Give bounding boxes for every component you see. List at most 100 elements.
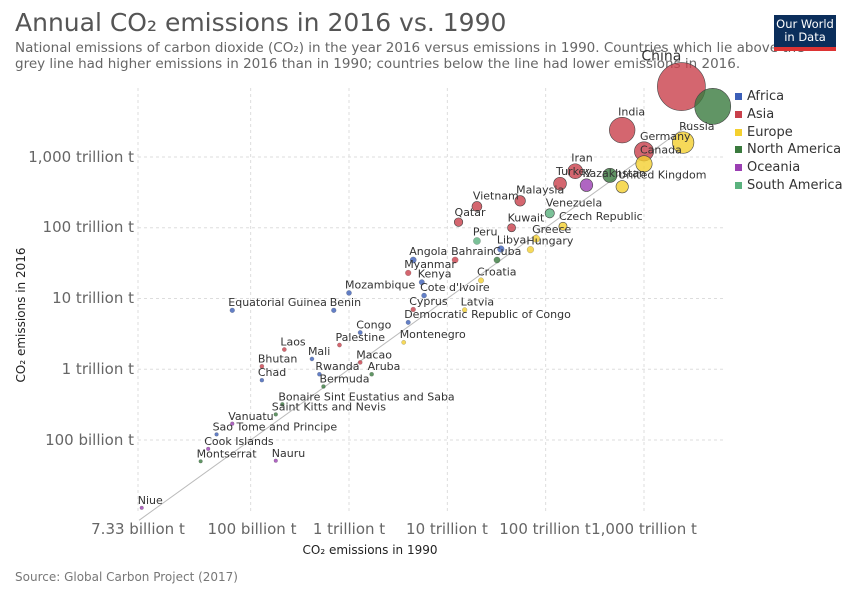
point-kenya[interactable]: [418, 279, 425, 286]
y-axis-ticks: 100 billion t 1 trillion t 10 trillion t 10…: [28, 148, 134, 449]
point-angola[interactable]: [410, 256, 417, 264]
point-sao-tome-and-principe[interactable]: [214, 432, 219, 437]
point-myanmar[interactable]: [405, 269, 412, 276]
point-bermuda[interactable]: [321, 384, 326, 389]
point-label: Cuba: [493, 245, 521, 258]
y-tick-label: 1 trillion t: [62, 360, 134, 378]
legend-swatch: [735, 93, 742, 101]
point-cote-d-ivoire[interactable]: [421, 292, 427, 299]
point-chad[interactable]: [259, 378, 264, 383]
point-label: Bhutan: [258, 352, 298, 365]
point-montserrat[interactable]: [198, 459, 203, 464]
point-label: Equatorial Guinea: [228, 296, 327, 309]
point-croatia[interactable]: [478, 277, 484, 284]
point-qatar[interactable]: [453, 217, 464, 227]
point-unlabeled[interactable]: [694, 88, 732, 125]
point-greece[interactable]: [532, 234, 540, 243]
point-bhutan[interactable]: [259, 364, 265, 369]
point-bonaire-sint-eustatius-and-saba[interactable]: [280, 402, 285, 407]
point-congo[interactable]: [357, 330, 363, 335]
point-vanuatu[interactable]: [230, 421, 235, 426]
logo-line-2: in Data: [784, 30, 826, 44]
point-label: Palestine: [335, 331, 385, 344]
legend-item-asia[interactable]: Asia: [735, 106, 843, 124]
source-note: Source: Global Carbon Project (2017): [15, 570, 238, 584]
point-cyprus[interactable]: [410, 306, 416, 312]
point-label: Aruba: [368, 360, 401, 373]
point-libya[interactable]: [497, 245, 505, 253]
owid-logo[interactable]: Our World in Data: [774, 15, 836, 51]
point-label: Benin: [330, 296, 361, 309]
point-label: Bermuda: [319, 373, 369, 386]
point-democratic-republic-of-congo[interactable]: [405, 319, 411, 325]
point-rwanda[interactable]: [317, 372, 322, 377]
point-label: Macao: [356, 348, 392, 361]
legend-item-north-america[interactable]: North America: [735, 141, 843, 159]
point-label: Bahrain: [451, 245, 494, 258]
legend-swatch: [735, 164, 742, 172]
legend-swatch: [735, 128, 742, 136]
point-label: Malaysia: [516, 184, 564, 197]
point-aruba[interactable]: [369, 372, 374, 377]
point-label: United Kingdom: [618, 169, 706, 182]
point-peru[interactable]: [473, 237, 481, 245]
point-label: Greece: [532, 223, 571, 236]
point-label: Montserrat: [197, 447, 258, 460]
legend-label: Oceania: [747, 160, 801, 176]
point-iran[interactable]: [567, 163, 584, 179]
point-malaysia[interactable]: [514, 195, 526, 207]
x-tick-label: 1 trillion t: [313, 520, 385, 538]
point-label: Kazakhstan: [582, 167, 645, 180]
legend-label: Africa: [747, 89, 785, 105]
point-venezuela[interactable]: [544, 208, 555, 219]
legend-item-africa[interactable]: Africa: [735, 88, 843, 106]
chart-subtitle: National emissions of carbon dioxide (CO…: [15, 40, 805, 72]
point-montenegro[interactable]: [401, 340, 406, 345]
point-cook-islands[interactable]: [206, 446, 211, 451]
point-united-kingdom[interactable]: [615, 180, 629, 194]
point-label: Cook Islands: [204, 435, 274, 448]
x-tick-label: 1,000 trillion t: [591, 520, 697, 538]
point-canada[interactable]: [635, 155, 653, 173]
point-laos[interactable]: [282, 347, 287, 352]
point-bahrain[interactable]: [451, 256, 459, 264]
y-tick-label: 1,000 trillion t: [28, 148, 134, 166]
point-saint-kitts-and-nevis[interactable]: [273, 412, 278, 417]
point-mali[interactable]: [309, 356, 315, 362]
point-mozambique[interactable]: [346, 290, 352, 296]
y-tick-label: 10 trillion t: [52, 289, 134, 307]
point-macao[interactable]: [358, 360, 363, 365]
point-india[interactable]: [609, 116, 636, 144]
legend-swatch: [735, 146, 742, 154]
point-vietnam[interactable]: [471, 201, 483, 212]
point-label: Nauru: [272, 447, 305, 460]
point-kuwait[interactable]: [507, 223, 516, 233]
point-hungary[interactable]: [526, 246, 534, 254]
point-equatorial-guinea[interactable]: [229, 307, 235, 313]
point-label: Sao Tome and Principe: [213, 421, 338, 434]
point-niue[interactable]: [139, 505, 144, 510]
point-czech-republic[interactable]: [558, 221, 568, 231]
point-unlabeled[interactable]: [602, 167, 618, 183]
point-labels: ChinaIndiaRussiaGermanyCanadaIranTurkeyK…: [138, 49, 715, 507]
point-label: Czech Republic: [559, 210, 643, 223]
point-benin[interactable]: [331, 307, 337, 313]
point-russia[interactable]: [672, 131, 695, 154]
point-label: Peru: [473, 225, 498, 238]
point-china[interactable]: [657, 62, 706, 111]
legend-item-south-america[interactable]: South America: [735, 176, 843, 194]
point-label: Myanmar: [404, 258, 456, 271]
point-label: Cyprus: [409, 295, 448, 308]
point-latvia[interactable]: [462, 307, 468, 313]
legend-item-oceania[interactable]: Oceania: [735, 159, 843, 177]
legend-item-europe[interactable]: Europe: [735, 123, 843, 141]
point-label: Mali: [308, 345, 330, 358]
point-turkey[interactable]: [553, 176, 567, 191]
point-cuba[interactable]: [493, 256, 501, 264]
point-nauru[interactable]: [273, 458, 278, 463]
point-palestine[interactable]: [337, 342, 342, 348]
logo-line-1: Our World: [776, 17, 834, 31]
y-tick-label: 100 trillion t: [43, 218, 135, 236]
point-kazakhstan[interactable]: [579, 178, 594, 192]
